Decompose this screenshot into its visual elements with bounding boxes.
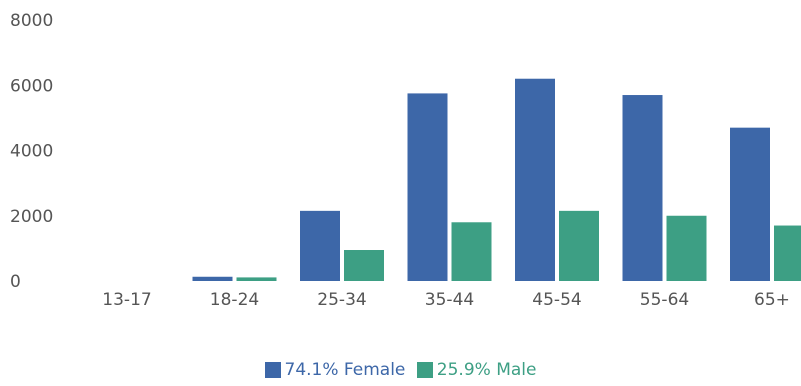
x-tick-label: 25-34 — [317, 290, 366, 310]
legend: 74.1% Female 25.9% Male — [0, 360, 801, 383]
y-tick-label: 0 — [10, 272, 21, 292]
x-tick-label: 65+ — [754, 290, 790, 310]
x-tick-label: 55-64 — [640, 290, 689, 310]
bar-female-18-24[interactable] — [192, 276, 233, 281]
legend-swatch-male — [416, 362, 433, 378]
x-tick-label: 18-24 — [210, 290, 259, 310]
legend-item-male[interactable]: 25.9% Male — [416, 360, 537, 380]
bar-male-65+[interactable] — [774, 225, 801, 281]
bar-male-25-34[interactable] — [344, 250, 384, 281]
x-tick-label: 35-44 — [425, 290, 474, 310]
bar-female-45-54[interactable] — [515, 78, 555, 281]
bar-male-45-54[interactable] — [559, 210, 599, 281]
x-tick-label: 45-54 — [532, 290, 581, 310]
y-tick-label: 8000 — [10, 11, 53, 31]
x-axis: 13-17 18-24 25-34 35-44 45-54 55-64 65+ — [102, 290, 790, 310]
bar-female-25-34[interactable] — [300, 210, 340, 281]
y-axis: 0 2000 4000 6000 8000 — [10, 11, 53, 292]
bar-male-18-24[interactable] — [236, 277, 277, 281]
y-tick-label: 4000 — [10, 142, 53, 162]
legend-item-female[interactable]: 74.1% Female — [264, 360, 406, 380]
bars — [192, 78, 801, 281]
bar-male-55-64[interactable] — [666, 215, 707, 281]
bar-female-55-64[interactable] — [622, 95, 663, 281]
legend-label-female: 74.1% Female — [284, 360, 406, 380]
bar-female-65+[interactable] — [730, 127, 770, 281]
legend-swatch-female — [264, 362, 281, 378]
y-tick-label: 2000 — [10, 207, 53, 227]
y-tick-label: 6000 — [10, 76, 53, 96]
bar-male-35-44[interactable] — [451, 222, 492, 281]
legend-label-male: 25.9% Male — [436, 360, 537, 380]
x-tick-label: 13-17 — [102, 290, 151, 310]
bar-female-35-44[interactable] — [407, 93, 448, 281]
